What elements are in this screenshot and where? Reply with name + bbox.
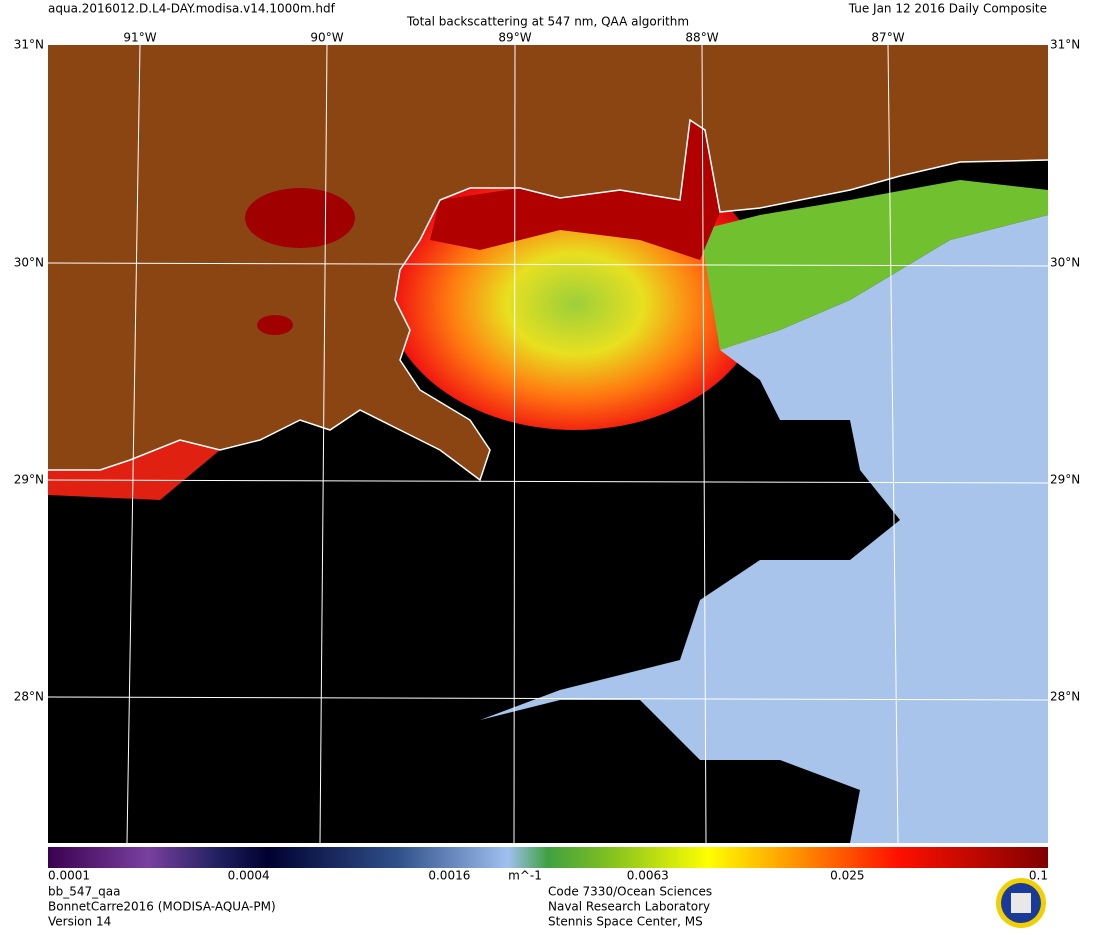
colorbar — [48, 847, 1048, 868]
date: Tue Jan 12 2016 Daily Composite — [848, 2, 1047, 16]
colorbar-tick-label: 0.025 — [830, 869, 864, 883]
grid-line — [47, 696, 1049, 701]
grid-line — [701, 44, 707, 844]
colorbar-tick-label: 0.0016 — [428, 869, 470, 883]
lon-label: 91°W — [123, 31, 156, 45]
grid-line — [319, 44, 328, 844]
product: bb_547_qaa — [48, 885, 120, 899]
grid-line — [887, 44, 899, 844]
organization: Naval Research Laboratory — [548, 900, 710, 914]
organization: Stennis Space Center, MS — [548, 915, 703, 929]
lon-label: 87°W — [871, 31, 904, 45]
colorbar-tick-label: 0.0063 — [627, 869, 669, 883]
grid-line — [47, 479, 1049, 484]
grid-line — [126, 44, 141, 844]
file-name: aqua.2016012.D.L4-DAY.modisa.v14.1000m.h… — [48, 2, 336, 16]
colorbar-tick-label: 0.0004 — [228, 869, 270, 883]
version: Version 14 — [48, 915, 111, 929]
colorbar-unit: m^-1 — [508, 869, 542, 883]
lon-label: 90°W — [310, 31, 343, 45]
lon-label: 89°W — [498, 31, 531, 45]
lat-label: 28°N — [14, 690, 44, 704]
grid-line — [47, 262, 1049, 267]
lat-label: 28°N — [1050, 690, 1080, 704]
colorbar-tick-label: 0.0001 — [48, 869, 90, 883]
lat-label: 30°N — [14, 256, 44, 270]
map-title: Total backscattering at 547 nm, QAA algo… — [406, 15, 689, 29]
lat-label: 29°N — [14, 473, 44, 487]
map-image — [48, 45, 1049, 843]
lat-label: 31°N — [14, 38, 44, 52]
lat-label: 30°N — [1050, 256, 1080, 270]
organization: Code 7330/Ocean Sciences — [548, 885, 712, 899]
logo — [996, 878, 1046, 928]
colorbar-tick-label: 0.1 — [1029, 869, 1048, 883]
source: BonnetCarre2016 (MODISA-AQUA-PM) — [48, 900, 276, 914]
lon-label: 88°W — [685, 31, 718, 45]
grid-line — [513, 44, 516, 844]
graticule — [47, 44, 1049, 844]
lat-label: 31°N — [1050, 38, 1080, 52]
lat-label: 29°N — [1050, 473, 1080, 487]
